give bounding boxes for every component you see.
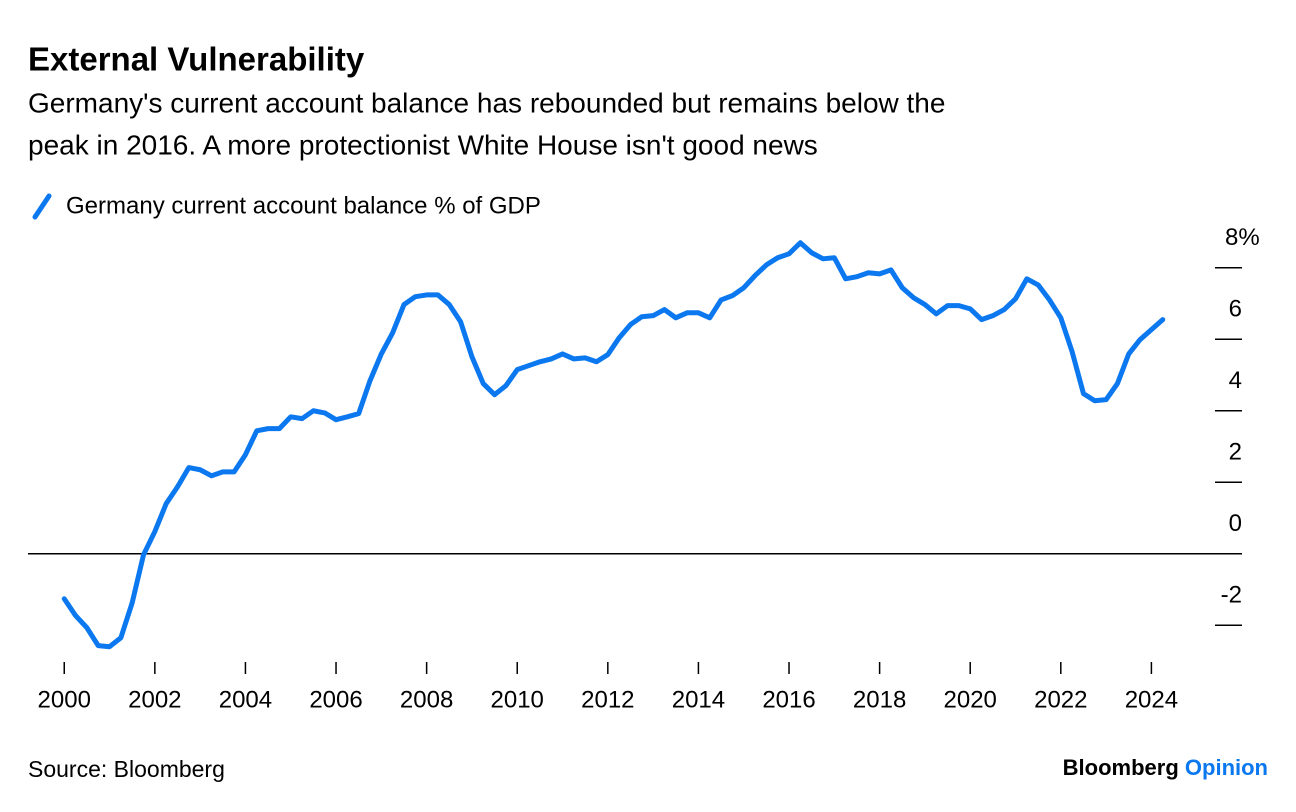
- x-tick-label: 2024: [1125, 686, 1178, 713]
- brand: Bloomberg Opinion: [1063, 755, 1268, 780]
- y-tick-label: 0: [1229, 510, 1242, 537]
- y-tick-label: 4: [1229, 367, 1242, 394]
- x-tick-label: 2008: [400, 686, 453, 713]
- chart-subtitle: peak in 2016. A more protectionist White…: [28, 129, 818, 160]
- x-tick-label: 2000: [38, 686, 91, 713]
- y-tick-label: 8%: [1225, 224, 1260, 251]
- x-tick-label: 2014: [672, 686, 725, 713]
- legend-label: Germany current account balance % of GDP: [66, 192, 541, 219]
- x-tick-label: 2022: [1034, 686, 1087, 713]
- x-tick-label: 2006: [309, 686, 362, 713]
- x-tick-label: 2020: [944, 686, 997, 713]
- x-tick-label: 2016: [762, 686, 815, 713]
- chart-title: External Vulnerability: [28, 41, 365, 78]
- legend-swatch: [32, 193, 52, 220]
- x-tick-label: 2004: [219, 686, 272, 713]
- x-tick-label: 2010: [491, 686, 544, 713]
- source: Source: Bloomberg: [28, 756, 225, 782]
- x-tick-label: 2012: [581, 686, 634, 713]
- y-tick-label: 2: [1229, 439, 1242, 466]
- brand-opinion: Opinion: [1185, 755, 1268, 780]
- x-tick-label: 2002: [128, 686, 181, 713]
- brand-name: Bloomberg: [1063, 755, 1179, 780]
- y-tick-label: 6: [1229, 296, 1242, 323]
- series-line: [61, 240, 1166, 650]
- chart-subtitle: Germany's current account balance has re…: [28, 87, 945, 118]
- y-tick-label: -2: [1221, 582, 1242, 609]
- x-tick-label: 2018: [853, 686, 906, 713]
